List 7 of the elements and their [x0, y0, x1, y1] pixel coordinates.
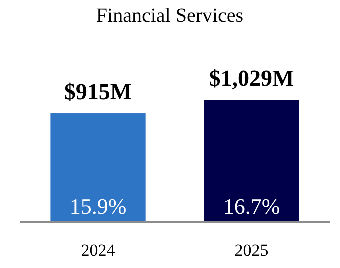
- chart-title: Financial Services: [96, 5, 244, 27]
- annotation: 16.7%: [223, 194, 280, 219]
- data-label: $1,029M: [209, 66, 294, 91]
- x-tick-label: 2025: [234, 241, 269, 260]
- x-tick-label: 2024: [81, 241, 116, 260]
- annotation: 15.9%: [70, 194, 127, 219]
- data-label: $915M: [64, 80, 132, 105]
